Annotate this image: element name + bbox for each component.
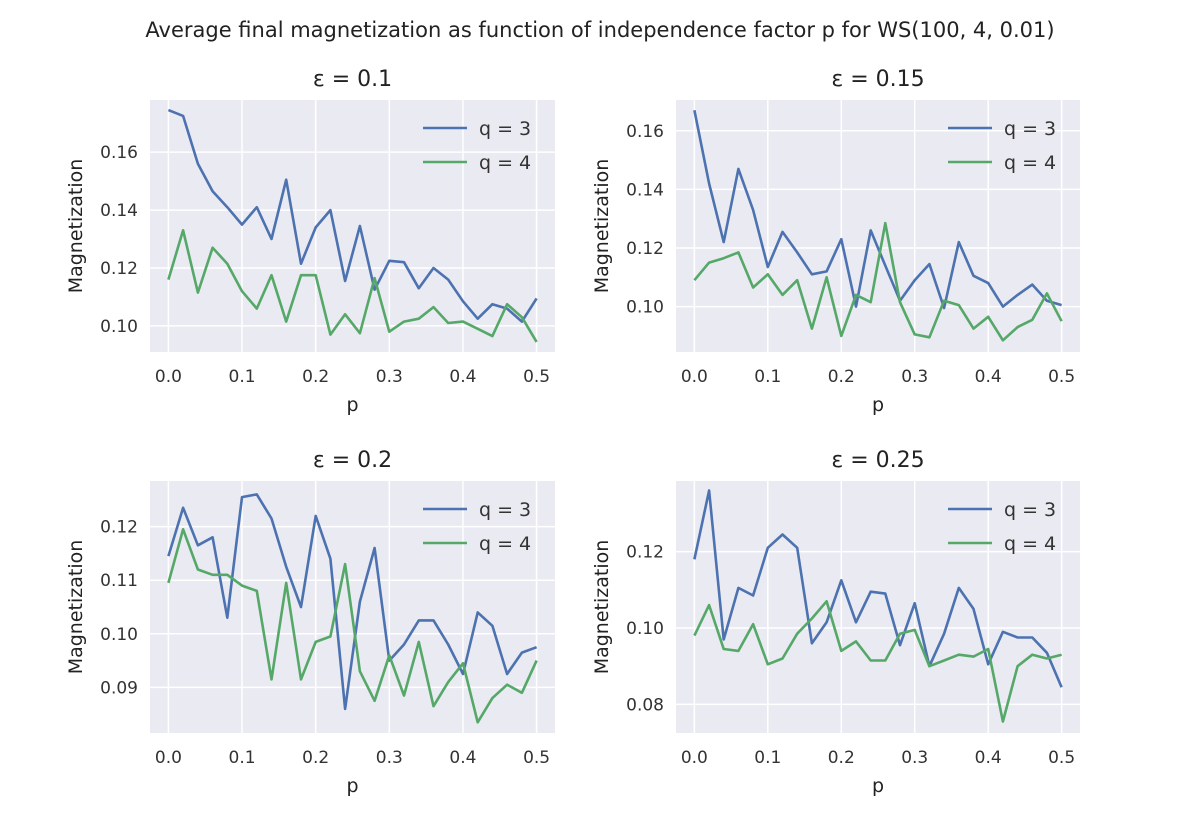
y-tick-label: 0.10 bbox=[100, 317, 138, 337]
legend-label-q4: q = 4 bbox=[479, 533, 531, 555]
subplot-2: 0.0 0.1 0.2 0.3 0.4 0.5 0.10 0.12 0.14 0.16 ε = 0.… bbox=[591, 67, 1080, 416]
y-axis-label: Magnetization bbox=[591, 540, 613, 675]
x-axis-label: p bbox=[346, 394, 358, 416]
series-line-q4 bbox=[167, 527, 538, 724]
x-tick-label: 0.3 bbox=[901, 367, 928, 387]
y-tick-label: 0.10 bbox=[626, 619, 664, 639]
y-tick-label: 0.16 bbox=[626, 122, 664, 142]
x-axis-label: p bbox=[872, 394, 884, 416]
x-tick-label: 0.1 bbox=[229, 748, 256, 768]
legend-label-q3: q = 3 bbox=[479, 118, 531, 140]
x-tick-label: 0.4 bbox=[449, 748, 476, 768]
y-axis-label: Magnetization bbox=[65, 540, 87, 675]
y-tick-label: 0.14 bbox=[100, 201, 138, 221]
legend-label-q3: q = 3 bbox=[1004, 118, 1056, 140]
x-tick-label: 0.3 bbox=[376, 367, 403, 387]
y-tick-label: 0.10 bbox=[626, 298, 664, 318]
figure-suptitle: Average final magnetization as function … bbox=[145, 18, 1054, 42]
x-tick-label: 0.3 bbox=[376, 748, 403, 768]
x-tick-label: 0.0 bbox=[155, 367, 182, 387]
x-tick-label: 0.4 bbox=[975, 367, 1002, 387]
legend-label-q3: q = 3 bbox=[1004, 499, 1056, 521]
legend: q = 3 q = 4 bbox=[423, 499, 531, 555]
series-line-q3 bbox=[167, 108, 538, 323]
subplot-title: ε = 0.2 bbox=[313, 448, 392, 473]
subplot-title: ε = 0.25 bbox=[831, 448, 924, 473]
subplot-3: 0.0 0.1 0.2 0.3 0.4 0.5 0.09 0.10 0.11 0.12 ε = 0.… bbox=[65, 448, 555, 797]
legend: q = 3 q = 4 bbox=[423, 118, 531, 174]
x-tick-label: 0.5 bbox=[523, 748, 550, 768]
y-axis-label: Magnetization bbox=[591, 159, 613, 294]
y-tick-label: 0.16 bbox=[100, 143, 138, 163]
x-tick-label: 0.5 bbox=[1048, 367, 1075, 387]
legend-label-q4: q = 4 bbox=[1004, 152, 1056, 174]
x-tick-label: 0.0 bbox=[155, 748, 182, 768]
x-tick-label: 0.1 bbox=[754, 748, 781, 768]
axes-background bbox=[150, 481, 555, 733]
y-tick-label: 0.08 bbox=[626, 695, 664, 715]
x-tick-label: 0.1 bbox=[229, 367, 256, 387]
x-tick-label: 0.2 bbox=[302, 748, 329, 768]
x-tick-label: 0.2 bbox=[302, 367, 329, 387]
x-tick-label: 0.1 bbox=[754, 367, 781, 387]
x-tick-label: 0.2 bbox=[828, 748, 855, 768]
x-axis-label: p bbox=[872, 775, 884, 797]
subplot-title: ε = 0.1 bbox=[313, 67, 392, 92]
y-tick-label: 0.12 bbox=[626, 239, 664, 259]
y-axis-label: Magnetization bbox=[65, 159, 87, 294]
series-line-q3 bbox=[693, 110, 1062, 310]
x-tick-label: 0.3 bbox=[901, 748, 928, 768]
series-line-q4 bbox=[167, 229, 538, 343]
y-tick-label: 0.12 bbox=[626, 543, 664, 563]
legend: q = 3 q = 4 bbox=[948, 499, 1056, 555]
subplot-4: 0.0 0.1 0.2 0.3 0.4 0.5 0.08 0.10 0.12 ε = 0.25 p M… bbox=[591, 448, 1080, 797]
series-line-q3 bbox=[167, 493, 538, 711]
series-line-q4 bbox=[693, 599, 1062, 723]
subplot-title: ε = 0.15 bbox=[831, 67, 924, 92]
x-tick-label: 0.5 bbox=[1048, 748, 1075, 768]
axes-background bbox=[676, 100, 1080, 352]
y-tick-label: 0.11 bbox=[100, 571, 138, 591]
axes-background bbox=[676, 481, 1080, 733]
x-tick-label: 0.2 bbox=[828, 367, 855, 387]
legend-label-q4: q = 4 bbox=[1004, 533, 1056, 555]
y-tick-label: 0.09 bbox=[100, 678, 138, 698]
x-tick-label: 0.0 bbox=[681, 367, 708, 387]
legend-label-q4: q = 4 bbox=[479, 152, 531, 174]
y-tick-label: 0.14 bbox=[626, 180, 664, 200]
x-tick-label: 0.0 bbox=[681, 748, 708, 768]
series-line-q3 bbox=[693, 489, 1063, 688]
y-tick-label: 0.12 bbox=[100, 259, 138, 279]
y-tick-label: 0.10 bbox=[100, 625, 138, 645]
x-tick-label: 0.4 bbox=[975, 748, 1002, 768]
legend: q = 3 q = 4 bbox=[948, 118, 1056, 174]
series-line-q4 bbox=[693, 221, 1063, 342]
subplot-1: 0.0 0.1 0.2 0.3 0.4 0.5 0.10 0.12 0.14 0.16 ε = 0.… bbox=[65, 67, 555, 416]
subplot-grid: 0.0 0.1 0.2 0.3 0.4 0.5 0.10 0.12 0.14 0.16 ε = 0.… bbox=[65, 67, 1080, 797]
x-tick-label: 0.5 bbox=[523, 367, 550, 387]
y-tick-label: 0.12 bbox=[100, 518, 138, 538]
x-tick-label: 0.4 bbox=[449, 367, 476, 387]
x-axis-label: p bbox=[346, 775, 358, 797]
legend-label-q3: q = 3 bbox=[479, 499, 531, 521]
